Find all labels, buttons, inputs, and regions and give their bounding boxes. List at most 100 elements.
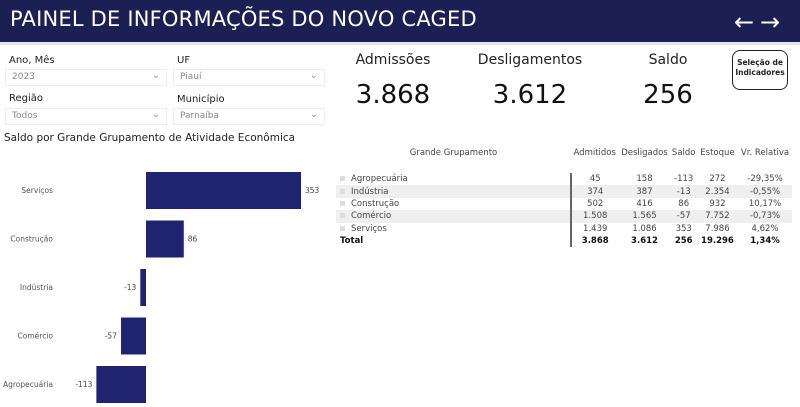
table-cell: 387	[618, 185, 671, 198]
data-table: Grande Grupamento Admitidos Desligados Sald…	[336, 133, 792, 248]
table-cell: 4,62%	[751, 223, 779, 234]
column-header[interactable]: Vr. Relativa	[740, 148, 790, 158]
table-cell: 2.354	[696, 185, 739, 198]
filter-label-uf: UF	[177, 55, 191, 66]
table-cell: 1.439	[569, 222, 619, 235]
bar-chart: Serviços 353 Construção 86 Indústria -13 Comér…	[3, 172, 320, 403]
column-header[interactable]: Estoque	[700, 148, 735, 158]
column-header[interactable]: Grande Grupamento	[409, 148, 498, 158]
table-cell: Indústria	[336, 185, 571, 198]
filter-ano-mes-select[interactable]: 2023 ⌄	[5, 69, 167, 86]
table-cell: 416	[636, 198, 653, 209]
table-cell: Agropecuária	[336, 173, 571, 185]
filter-municipio-select[interactable]: Parnaíba ⌄	[173, 108, 325, 125]
table-cell: -0,55%	[738, 185, 792, 198]
table-row: Comércio 1.508 1.565 -57 7.752 -0,73%	[336, 210, 792, 223]
row-label: Agropecuária	[351, 174, 408, 185]
filter-value: Piauí	[180, 72, 202, 82]
table-cell: -29,35%	[747, 174, 783, 185]
bar[interactable]	[146, 220, 184, 258]
table-cell: -0,73%	[738, 210, 792, 223]
indicator-selection-button[interactable]: Seleção de Indicadores	[732, 50, 788, 90]
table-cell: 3.612	[631, 236, 658, 247]
table-cell: -57	[670, 210, 697, 223]
chart-title: Saldo por Grande Grupamento de Atividade…	[4, 132, 296, 144]
filter-value: 2023	[12, 72, 35, 82]
table-cell: 10,17%	[748, 198, 782, 209]
filter-label-municipio: Município	[177, 94, 225, 105]
data-label: 353	[305, 186, 320, 195]
category-label: Serviços	[21, 186, 53, 195]
table-cell: 374	[569, 185, 619, 198]
table-cell: Construção	[336, 198, 571, 210]
filter-label-regiao: Região	[9, 93, 44, 104]
kpi-admissoes-label: Admissões	[355, 52, 431, 68]
data-label: -113	[75, 380, 92, 389]
chevron-down-icon: ⌄	[151, 109, 160, 120]
category-label: Construção	[10, 235, 53, 244]
filter-uf-select[interactable]: Piauí ⌄	[173, 69, 325, 86]
table-cell: 7.752	[696, 210, 739, 223]
table-cell: 7.986	[705, 223, 730, 234]
data-label: -57	[105, 332, 117, 341]
kpi-saldo-label: Saldo	[648, 52, 688, 68]
kpi-desligamentos-value: 3.612	[492, 80, 568, 110]
table-cell: Total	[336, 235, 571, 247]
header-bar: PAINEL DE INFORMAÇÕES DO NOVO CAGED ← →	[0, 0, 800, 45]
chevron-down-icon: ⌄	[309, 70, 318, 81]
table-row: Serviços 1.439 1.086 353 7.986 4,62%	[336, 222, 792, 235]
table-cell: 272	[709, 174, 726, 185]
total-row: Total 3.868 3.612 256 19.296 1,34%	[336, 234, 792, 248]
column-header[interactable]: Desligados	[621, 148, 668, 158]
category-label: Indústria	[20, 283, 53, 292]
arrow-left-icon[interactable]: ←	[734, 8, 755, 36]
table-cell: -113	[674, 174, 694, 185]
filter-label-ano-mes: Ano, Mês	[9, 55, 55, 66]
kpi-desligamentos-label: Desligamentos	[477, 52, 583, 68]
kpi-admissoes-value: 3.868	[355, 80, 431, 110]
table-cell: Serviços	[336, 223, 571, 235]
filter-regiao-select[interactable]: Todos ⌄	[5, 108, 167, 125]
chevron-down-icon: ⌄	[309, 109, 318, 120]
table-cell: 353	[675, 223, 692, 234]
arrow-right-icon[interactable]: →	[760, 8, 781, 36]
row-label: Indústria	[351, 186, 389, 197]
expand-icon[interactable]	[340, 213, 345, 219]
table-cell: 3.868	[569, 234, 619, 248]
table-cell: 86	[678, 198, 690, 209]
data-label: -13	[124, 283, 136, 292]
table-row: Construção 502 416 86 932 10,17%	[336, 197, 792, 211]
table-cell: 932	[709, 198, 726, 209]
data-label: 86	[188, 235, 198, 244]
button-line: Indicadores	[735, 67, 785, 77]
expand-icon[interactable]	[340, 200, 345, 206]
expand-icon[interactable]	[340, 225, 345, 231]
filter-value: Todos	[12, 111, 38, 121]
table-cell: 1.086	[632, 223, 657, 234]
bar[interactable]	[140, 269, 146, 306]
table-cell: 1.565	[618, 210, 671, 223]
row-label: Serviços	[351, 223, 387, 234]
row-label: Total	[340, 236, 364, 247]
table-cell: Comércio	[336, 210, 571, 223]
bar[interactable]	[96, 366, 146, 403]
table-row: Indústria 374 387 -13 2.354 -0,55%	[336, 185, 792, 198]
row-label: Construção	[351, 198, 400, 209]
bar[interactable]	[120, 317, 146, 355]
button-line: Seleção de	[737, 58, 783, 67]
page-title: PAINEL DE INFORMAÇÕES DO NOVO CAGED	[10, 7, 477, 31]
expand-icon[interactable]	[340, 176, 345, 182]
table-cell: 19.296	[701, 236, 734, 247]
bar[interactable]	[146, 172, 301, 209]
column-header[interactable]: Saldo	[671, 148, 696, 158]
table-cell: 1.508	[569, 210, 619, 223]
column-header[interactable]: Admitidos	[573, 148, 616, 158]
kpi-saldo-value: 256	[643, 80, 693, 110]
row-label: Comércio	[351, 211, 392, 222]
table-cell: 158	[636, 174, 653, 185]
table-cell: 45	[569, 173, 619, 186]
category-label: Comércio	[18, 332, 54, 341]
table-cell: 502	[569, 197, 619, 211]
category-label: Agropecuária	[3, 380, 53, 389]
expand-icon[interactable]	[340, 188, 345, 194]
